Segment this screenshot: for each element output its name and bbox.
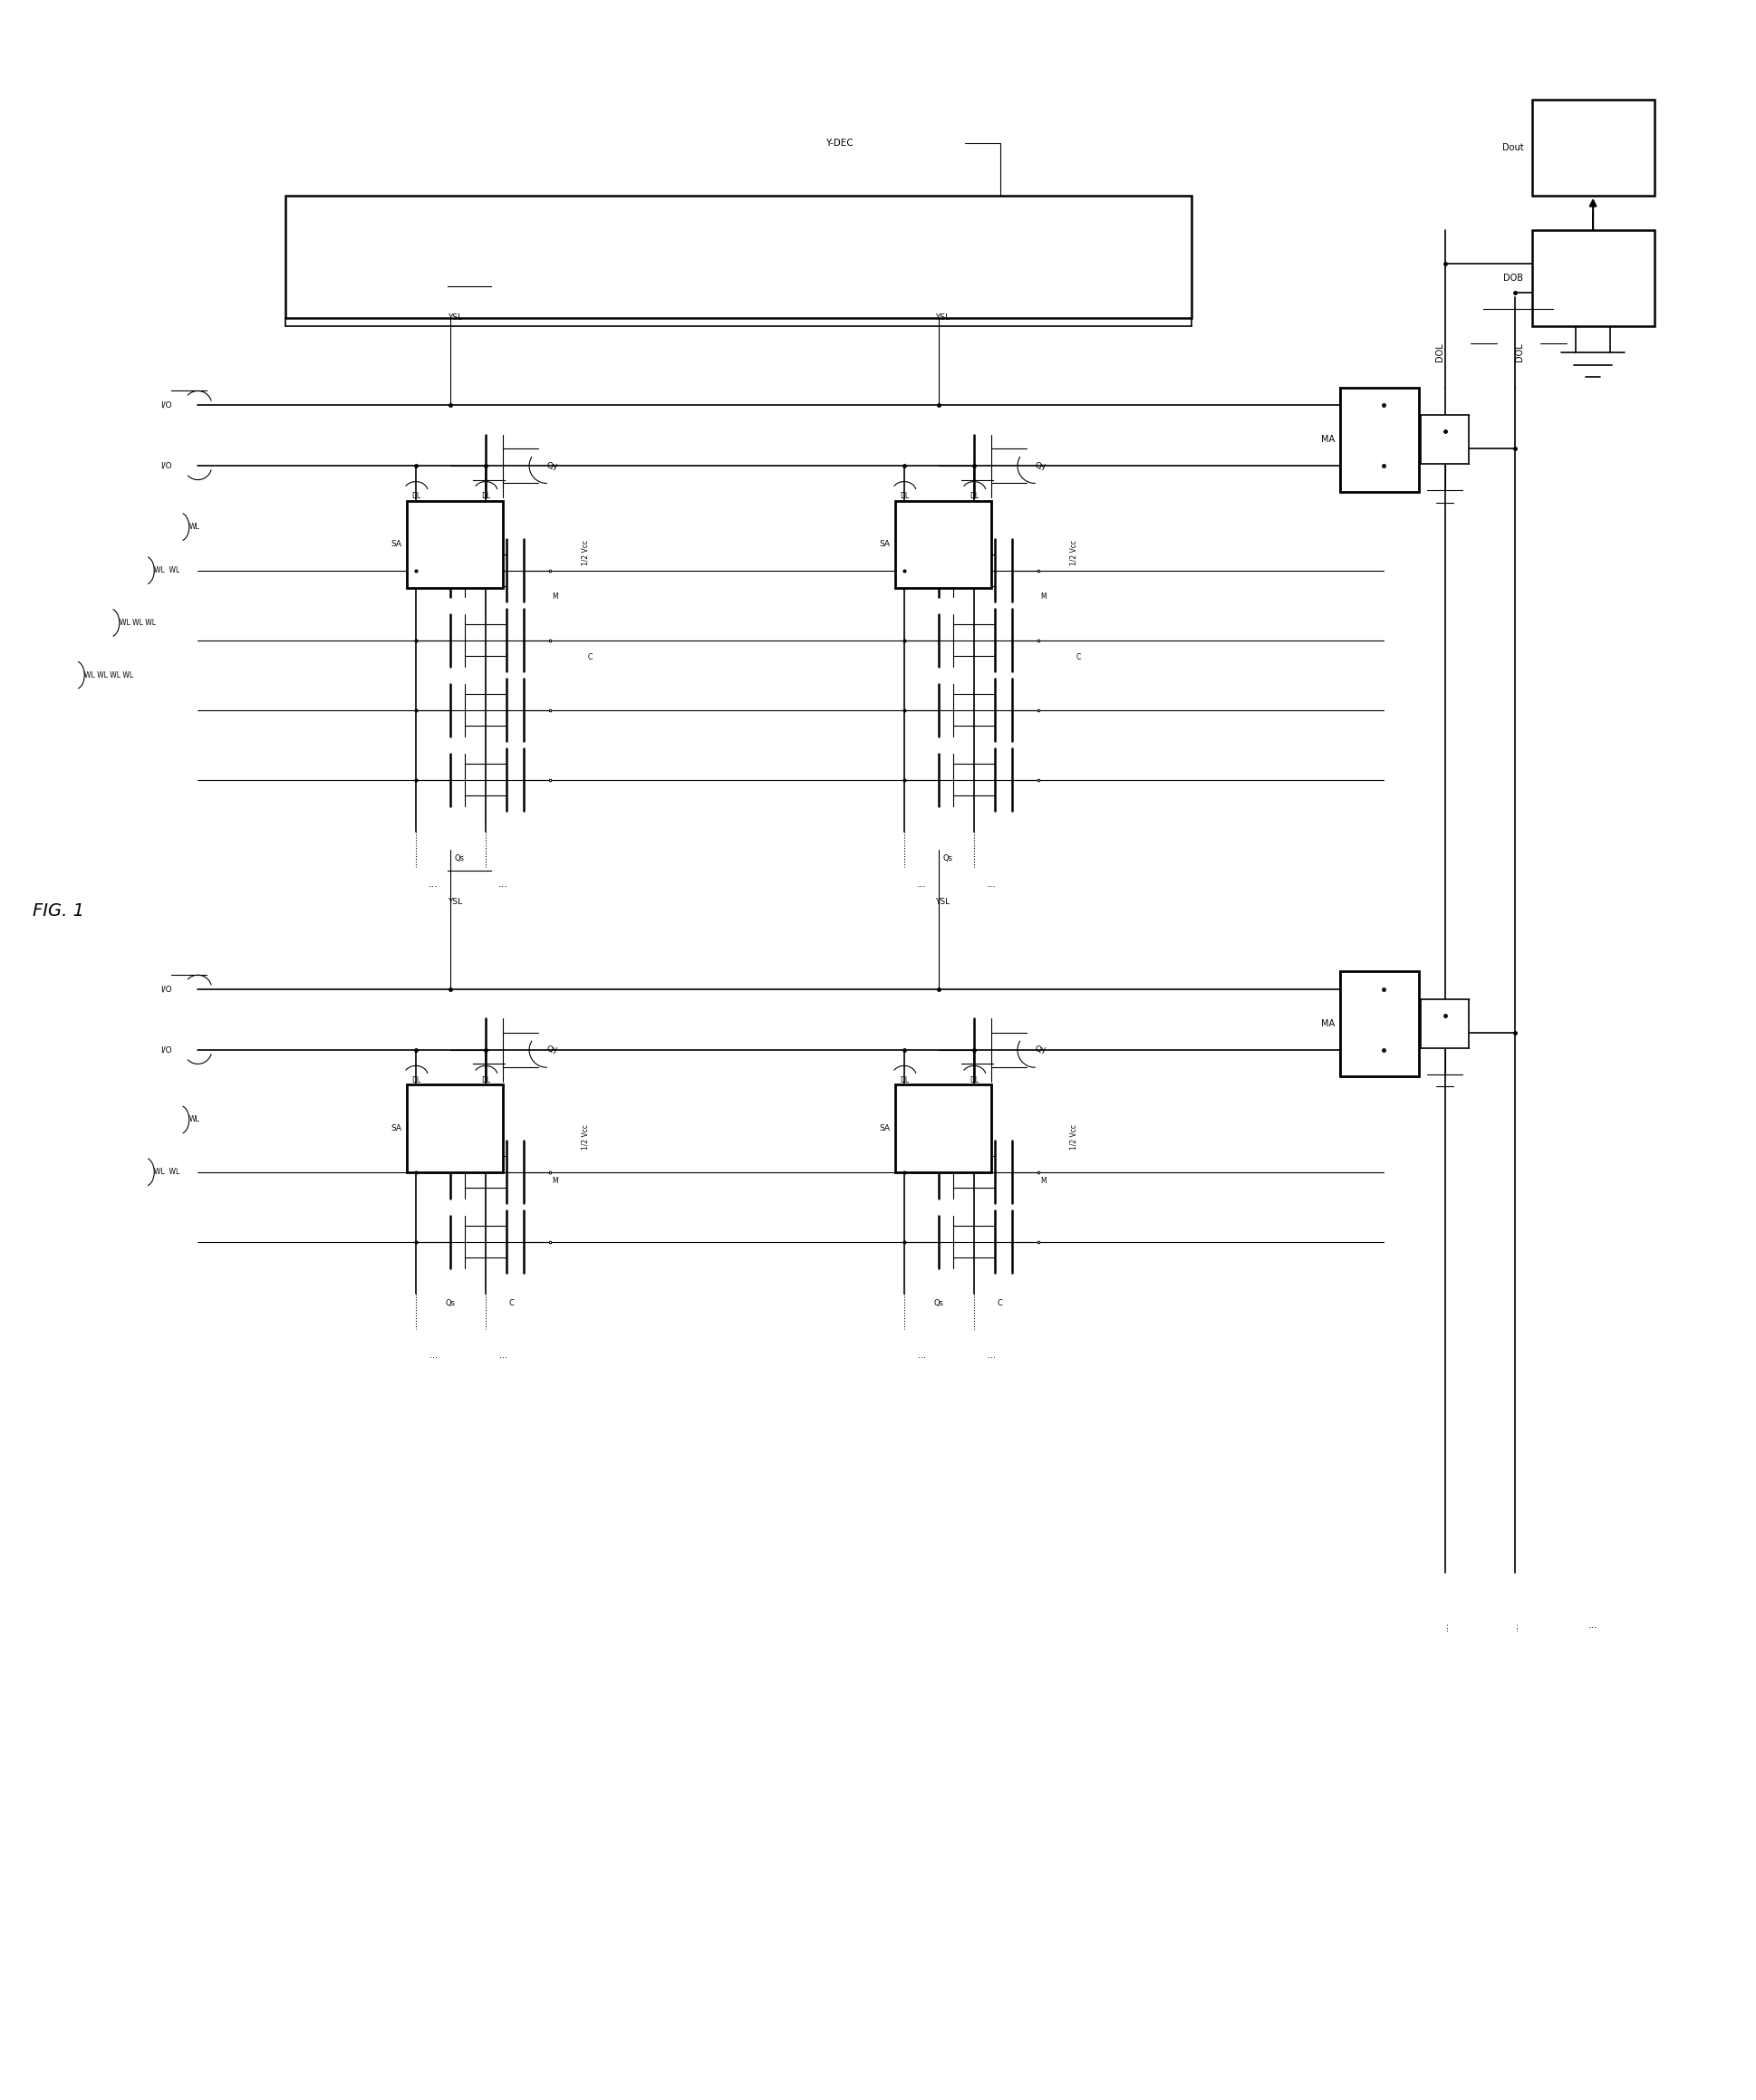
Text: MA: MA	[1321, 435, 1335, 445]
Text: DL: DL	[899, 1075, 910, 1084]
Text: Qy: Qy	[546, 1046, 558, 1054]
Text: DL: DL	[481, 491, 490, 500]
Text: 1/2 Vcc: 1/2 Vcc	[1069, 540, 1078, 565]
Bar	[1531, 231, 1654, 325]
Text: ...: ...	[987, 1350, 996, 1359]
Text: ...: ...	[428, 1350, 437, 1359]
Text: I/O: I/O	[160, 985, 172, 993]
Text: Qs: Qs	[943, 855, 954, 863]
Bar	[284, 195, 1192, 317]
Text: Qy: Qy	[1034, 462, 1047, 470]
Text: YSL: YSL	[936, 313, 950, 321]
Bar	[1340, 972, 1419, 1075]
Text: SA: SA	[392, 1124, 402, 1132]
Text: MA: MA	[1321, 1018, 1335, 1029]
Text: DL: DL	[411, 491, 420, 500]
Bar	[1421, 416, 1470, 464]
Text: Qs: Qs	[455, 855, 464, 863]
Text: DOL: DOL	[1515, 342, 1524, 361]
Bar	[896, 1086, 992, 1172]
Text: ...: ...	[918, 1350, 925, 1359]
Text: Qy: Qy	[1034, 1046, 1047, 1054]
Text: ...: ...	[1510, 1621, 1519, 1630]
Text: ...: ...	[917, 880, 927, 888]
Text: M: M	[1041, 1176, 1047, 1184]
Text: 1/2 Vcc: 1/2 Vcc	[581, 540, 590, 565]
Bar	[1531, 99, 1654, 195]
Text: C: C	[509, 1298, 515, 1306]
Text: WL: WL	[190, 523, 200, 531]
Text: SA: SA	[880, 540, 890, 548]
Bar	[1340, 386, 1419, 491]
Text: Dout: Dout	[1501, 143, 1522, 151]
Text: YSL: YSL	[936, 897, 950, 905]
Text: ...: ...	[987, 880, 996, 888]
Text: DL: DL	[969, 1075, 978, 1084]
Text: C: C	[1076, 653, 1082, 662]
Text: YSL: YSL	[448, 897, 462, 905]
Text: DL: DL	[969, 491, 978, 500]
Text: C: C	[997, 1298, 1003, 1306]
Text: DL: DL	[481, 1075, 490, 1084]
Text: ...: ...	[499, 1350, 507, 1359]
Text: ...: ...	[1587, 1621, 1598, 1630]
Text: DOB: DOB	[1503, 273, 1522, 284]
Text: FIG. 1: FIG. 1	[32, 901, 84, 920]
Text: M: M	[1041, 592, 1047, 601]
Text: Y-DEC: Y-DEC	[825, 139, 853, 147]
Text: I/O: I/O	[160, 401, 172, 410]
Text: SA: SA	[880, 1124, 890, 1132]
Text: M: M	[553, 1176, 558, 1184]
Text: Qy: Qy	[546, 462, 558, 470]
Text: WL  WL: WL WL	[155, 1168, 179, 1176]
Bar	[1421, 1000, 1470, 1048]
Text: DL: DL	[411, 1075, 420, 1084]
Bar	[407, 500, 502, 588]
Text: DL: DL	[899, 491, 910, 500]
Text: WL WL WL: WL WL WL	[119, 619, 156, 628]
Text: WL  WL: WL WL	[155, 567, 179, 575]
Text: M: M	[553, 592, 558, 601]
Text: ...: ...	[1440, 1621, 1449, 1630]
Text: C: C	[588, 653, 592, 662]
Text: YSL: YSL	[448, 313, 462, 321]
Text: ...: ...	[499, 880, 507, 888]
Text: Qs: Qs	[934, 1298, 945, 1306]
Text: Qs: Qs	[446, 1298, 457, 1306]
Text: ...: ...	[428, 880, 439, 888]
Text: I/O: I/O	[160, 462, 172, 470]
Text: SA: SA	[392, 540, 402, 548]
Text: I/O: I/O	[160, 1046, 172, 1054]
Bar	[407, 1086, 502, 1172]
Text: 1/2 Vcc: 1/2 Vcc	[1069, 1124, 1078, 1151]
Text: WL WL WL WL: WL WL WL WL	[84, 672, 133, 678]
Text: WL: WL	[190, 1115, 200, 1124]
Text: DOL: DOL	[1435, 342, 1443, 361]
Bar	[896, 500, 992, 588]
Text: 1/2 Vcc: 1/2 Vcc	[581, 1124, 590, 1151]
